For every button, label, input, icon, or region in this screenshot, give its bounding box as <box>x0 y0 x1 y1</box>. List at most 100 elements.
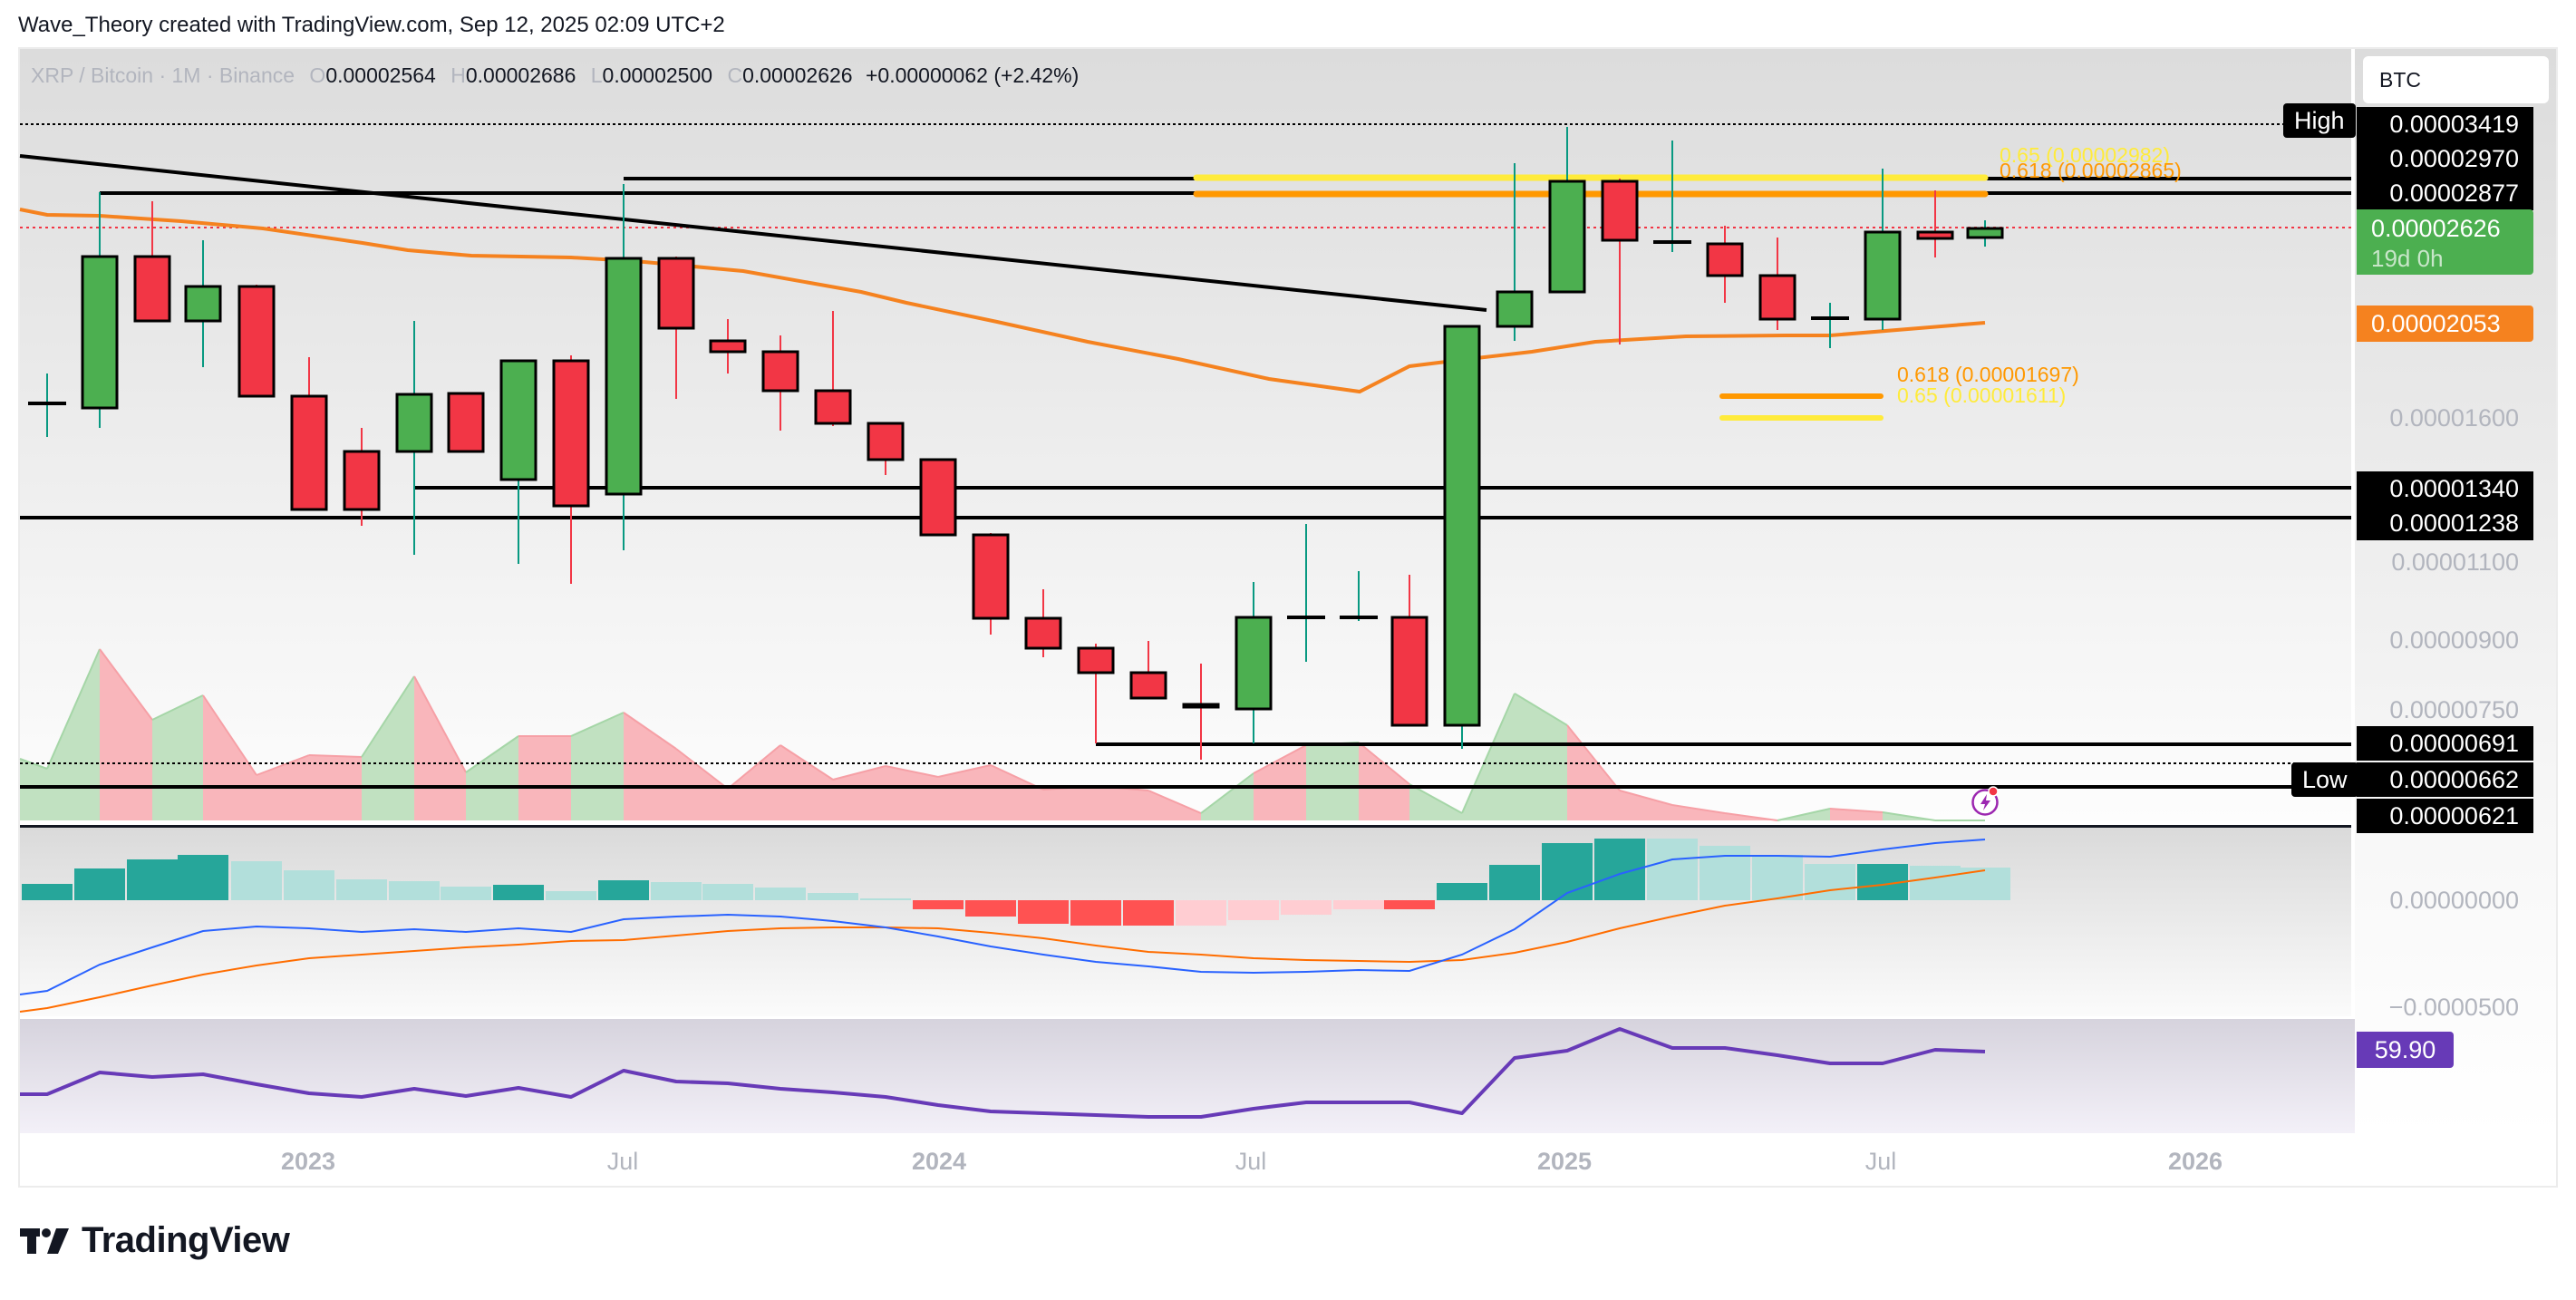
volume-area-edge <box>1724 812 1778 821</box>
volume-area <box>414 676 466 820</box>
volume-area-edge <box>308 754 363 758</box>
time-axis-label: Jul <box>1864 1148 1897 1175</box>
time-axis-label: 2023 <box>280 1148 336 1175</box>
volume-area-edge <box>727 744 781 790</box>
candle-doji <box>1340 616 1378 619</box>
macd-histogram-bar <box>1018 900 1069 924</box>
time-axis-label: Jul <box>606 1148 639 1175</box>
low-key: L <box>590 63 603 87</box>
volume-area-edge <box>413 675 467 773</box>
volume-area <box>780 745 833 820</box>
close-key: C <box>727 63 743 87</box>
volume-area-edge <box>623 712 677 750</box>
volume-area <box>1567 725 1620 820</box>
currency-button[interactable]: BTC <box>2363 56 2549 103</box>
macd-histogram-bar <box>1910 866 1961 900</box>
current-price: 0.00002626 <box>2371 215 2501 242</box>
volume-area <box>1515 694 1567 820</box>
candle-body <box>290 394 328 511</box>
candle-body <box>1706 242 1744 277</box>
price-level-tag: 0.00000691 <box>2357 726 2533 761</box>
macd-histogram-bar <box>598 880 649 900</box>
volume-area <box>938 765 991 820</box>
candle-body <box>343 450 381 511</box>
macd-histogram-bar <box>389 881 440 900</box>
symbol-title[interactable]: XRP / Bitcoin · 1M · Binance <box>31 63 295 87</box>
volume-area <box>833 766 886 820</box>
candle-body <box>1390 616 1428 727</box>
moving-average-line <box>19 208 1986 394</box>
price-level-tag: 0.00001238 <box>2357 506 2533 540</box>
price-axis-tick: 0.00001100 <box>2391 548 2519 576</box>
candle-body <box>761 350 799 393</box>
candle-body <box>1601 179 1639 242</box>
volume-area <box>624 713 676 820</box>
volume-area-edge <box>1253 744 1307 774</box>
macd-signal-line <box>19 869 1986 1013</box>
volume-area-edge <box>151 694 204 721</box>
macd-histogram-bar <box>1281 900 1332 915</box>
candle-body <box>657 257 695 330</box>
volume-area-edge <box>202 694 257 776</box>
volume-area <box>518 736 571 820</box>
rsi-pane[interactable] <box>20 1019 2355 1133</box>
candle-body <box>447 392 485 453</box>
macd-histogram-bar <box>336 879 387 900</box>
volume-area <box>1359 742 1409 820</box>
time-axis[interactable] <box>20 1136 2556 1186</box>
volume-area <box>47 649 100 820</box>
candle-body <box>1024 616 1062 650</box>
volume-area <box>20 759 47 820</box>
volume-area-edge <box>885 765 939 778</box>
volume-area-edge <box>1409 783 1463 814</box>
candle-body <box>1864 230 1902 321</box>
candle-body <box>1966 227 2004 239</box>
candle-body <box>919 458 957 537</box>
candle-body <box>552 359 590 508</box>
candle-body <box>1758 274 1796 321</box>
lightning-alert-icon[interactable] <box>1969 783 2003 818</box>
volume-area-edge <box>1200 772 1254 814</box>
change-value: +0.00000062 (+2.42%) <box>865 63 1080 87</box>
volume-area-edge <box>832 765 886 781</box>
volume-area-edge <box>361 675 415 758</box>
candle-body <box>1916 230 1954 240</box>
candle-body <box>1235 616 1273 711</box>
candle-body <box>867 422 905 461</box>
price-level-tag: 0.00001340 <box>2357 471 2533 506</box>
macd-histogram-bar <box>1542 843 1593 900</box>
candle-body <box>972 533 1010 620</box>
close-value: 0.00002626 <box>742 63 853 87</box>
macd-histogram-bar <box>178 855 228 900</box>
low-label: Low <box>2291 762 2358 797</box>
candle-body <box>499 359 537 481</box>
low-value: 0.00002500 <box>602 63 713 87</box>
volume-area <box>100 649 152 820</box>
time-axis-label: 2025 <box>1536 1148 1593 1175</box>
macd-histogram-bar <box>1228 900 1279 920</box>
tradingview-logo[interactable]: TradingView <box>20 1220 290 1261</box>
price-axis-tick: 0.00000750 <box>2389 696 2519 723</box>
candle-body <box>1182 703 1220 709</box>
volume-area-edge <box>1619 790 1673 806</box>
volume-area <box>1306 742 1359 820</box>
open-value: 0.00002564 <box>325 63 436 87</box>
macd-histogram-bar <box>1437 883 1487 900</box>
volume-area-edge <box>1829 808 1884 813</box>
ma-price-tag: 0.00002053 <box>2357 306 2533 342</box>
volume-area <box>203 695 257 820</box>
volume-area <box>1620 791 1672 820</box>
macd-histogram-bar <box>755 888 806 900</box>
time-axis-label: 2026 <box>2167 1148 2223 1175</box>
macd-histogram-bar <box>441 887 491 900</box>
macd-histogram-bar <box>913 900 964 909</box>
bar-countdown: 19d 0h <box>2371 245 2444 272</box>
volume-area-edge <box>1671 804 1726 814</box>
volume-area <box>886 766 938 820</box>
volume-area-edge <box>1882 811 1936 821</box>
macd-histogram-bar <box>860 898 911 900</box>
candle-body <box>709 339 747 354</box>
open-key: O <box>309 63 326 87</box>
candle-body <box>1443 325 1481 727</box>
